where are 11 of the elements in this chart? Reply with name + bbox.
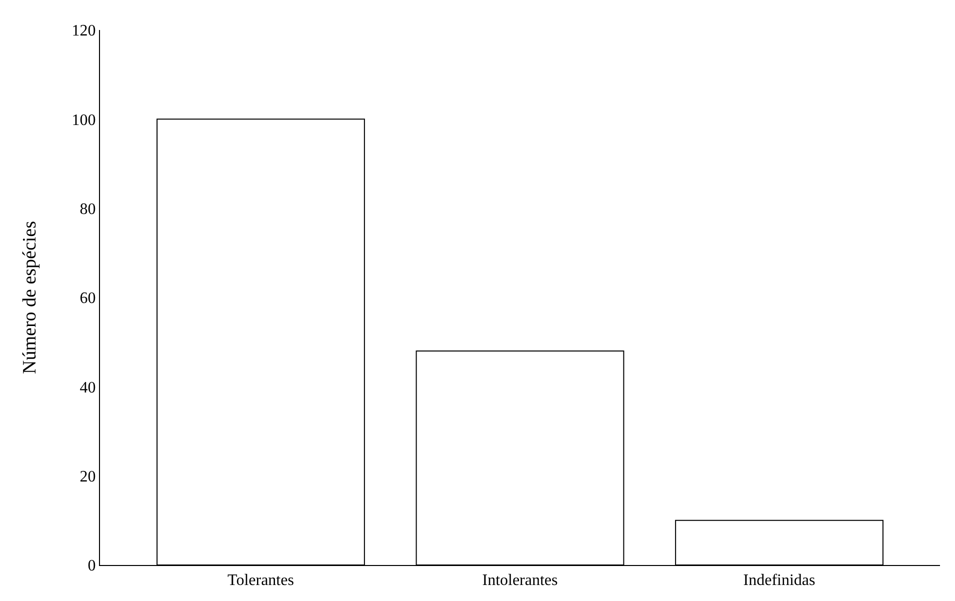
x-tick-label: Intolerantes — [482, 572, 558, 590]
y-tick-label: 20 — [80, 468, 96, 486]
y-tick-label: 80 — [80, 200, 96, 218]
y-tick-label: 120 — [72, 22, 96, 40]
y-tick-label: 100 — [72, 112, 96, 129]
x-tick-label: Indefinidas — [743, 572, 816, 590]
x-tick-label: Tolerantes — [228, 572, 294, 590]
y-tick-label: 40 — [80, 379, 96, 396]
y-tick-label: 0 — [88, 558, 96, 575]
y-tick-label: 60 — [80, 290, 96, 308]
y-axis-title: Número de espécies — [20, 221, 41, 374]
